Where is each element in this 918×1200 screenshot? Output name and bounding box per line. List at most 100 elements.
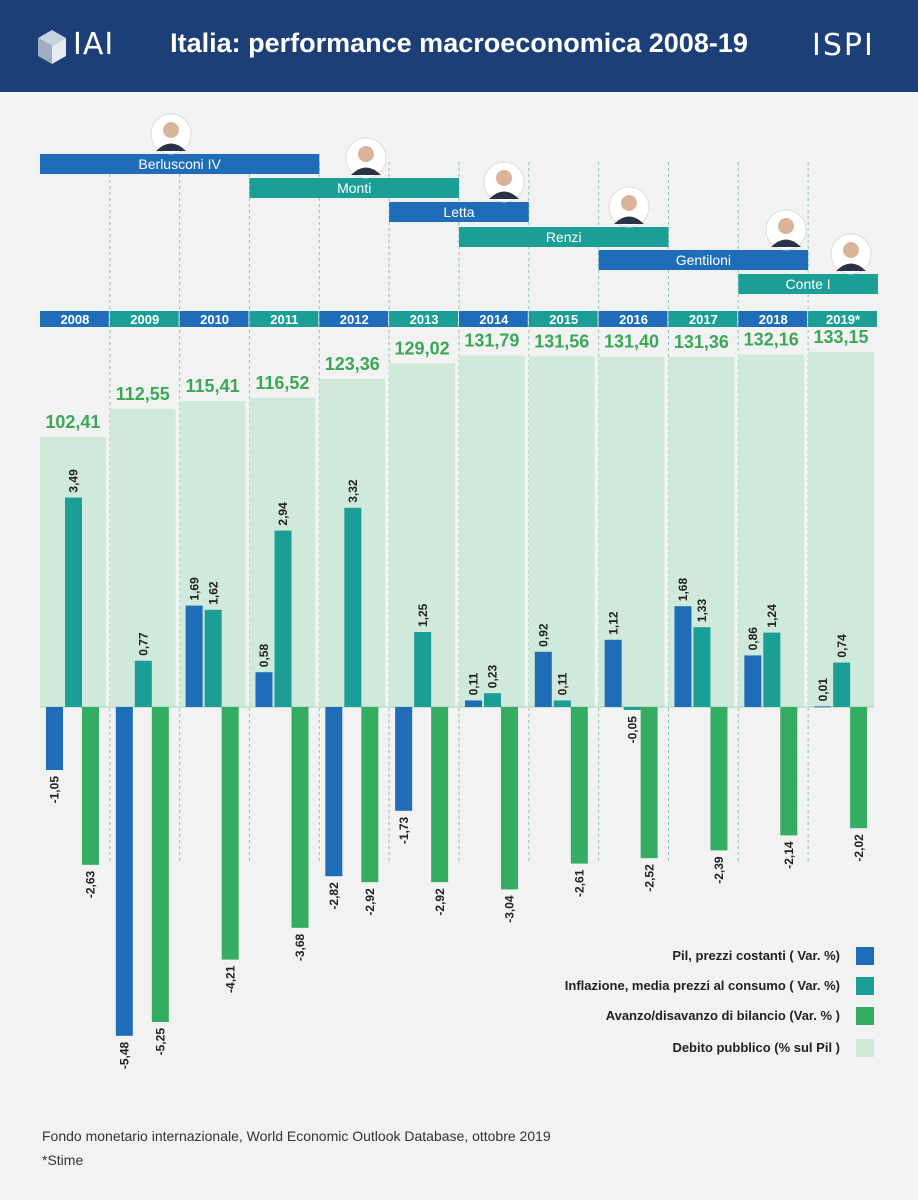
pil-value-label: -1,73	[397, 816, 411, 844]
portrait-suit	[614, 216, 644, 224]
avanzo-bar	[431, 707, 449, 883]
year-cell	[40, 311, 109, 327]
debt-value-label: 131,36	[674, 332, 729, 352]
year-cell	[109, 311, 179, 327]
year-label: 2013	[410, 312, 439, 327]
avanzo-legend-swatch	[856, 1007, 874, 1025]
year-label: 2016	[619, 312, 648, 327]
inflazione-legend-label: Inflazione, media prezzi al consumo ( Va…	[565, 978, 840, 993]
estimate-note: *Stime	[42, 1152, 84, 1168]
inflazione-bar	[553, 700, 571, 707]
debt-value-label: 132,16	[744, 330, 799, 350]
government-bar	[598, 250, 809, 270]
debt-bar	[808, 351, 874, 707]
avanzo-bar	[710, 707, 728, 851]
government-bar	[458, 227, 669, 247]
pil-value-label: -2,82	[327, 882, 341, 910]
avanzo-bar	[82, 707, 99, 865]
debt-value-label: 115,41	[186, 376, 240, 396]
pil-value-label: -1,05	[48, 776, 62, 804]
portrait-face	[621, 195, 637, 211]
avanzo-value-label: -2,02	[852, 834, 866, 862]
portrait-suit	[836, 263, 866, 271]
page-title: Italia: performance macroeconomica 2008-…	[170, 28, 748, 58]
year-label: 2010	[200, 312, 229, 327]
inflazione-value-label: 3,32	[346, 479, 360, 503]
avanzo-bar	[640, 707, 658, 859]
inflazione-value-label: 0,77	[137, 632, 151, 656]
inflazione-value-label: 1,25	[416, 603, 430, 627]
inflazione-bar	[274, 530, 292, 707]
pil-value-label: 0,01	[816, 678, 830, 702]
year-label: 2009	[130, 312, 159, 327]
avanzo-bar	[291, 707, 309, 928]
avanzo-value-label: -2,14	[782, 841, 796, 869]
portrait-suit	[156, 143, 186, 151]
inflazione-value-label: 1,62	[206, 581, 220, 605]
year-cell	[808, 311, 877, 327]
iai-logo-text: IAI	[73, 27, 115, 62]
government-label: Monti	[337, 180, 371, 196]
letta-portrait-icon	[483, 161, 525, 203]
inflazione-bar	[65, 497, 82, 707]
debt-value-label: 133,15	[814, 327, 869, 347]
year-cell	[389, 311, 458, 327]
year-label: 2008	[60, 312, 89, 327]
pil-value-label: 0,58	[257, 644, 271, 668]
inflazione-value-label: 2,94	[276, 502, 290, 526]
portrait-suit	[771, 239, 801, 247]
government-label: Gentiloni	[676, 252, 731, 268]
pil-legend-label: Pil, prezzi costanti ( Var. %)	[672, 948, 840, 963]
monti-portrait-icon	[345, 137, 387, 179]
debt-value-label: 112,55	[116, 384, 170, 404]
avanzo-value-label: -4,21	[223, 965, 237, 993]
pil-value-label: -5,48	[118, 1041, 132, 1069]
conte-portrait-icon	[830, 233, 872, 275]
avanzo-bar	[850, 707, 868, 829]
avanzo-value-label: -3,04	[503, 895, 517, 923]
pil-bar	[814, 706, 832, 708]
iai-logo-icon	[38, 30, 66, 64]
year-cell	[249, 311, 319, 327]
pil-value-label: 1,12	[606, 611, 620, 635]
portrait-face	[163, 122, 179, 138]
pil-bar	[674, 606, 692, 707]
debt-bar	[528, 356, 595, 707]
debt-value-label: 102,41	[45, 412, 100, 432]
avanzo-bar	[361, 707, 379, 883]
pil-bar	[534, 651, 552, 707]
pil-value-label: 1,68	[676, 578, 690, 602]
year-label: 2012	[340, 312, 369, 327]
debito-legend-swatch	[856, 1039, 874, 1057]
year-label: 2019*	[826, 312, 861, 327]
year-label: 2014	[479, 312, 509, 327]
inflazione-bar	[204, 609, 222, 707]
government-label: Conte I	[786, 276, 831, 292]
ispi-logo-text: ISPI	[812, 28, 875, 63]
government-label: Renzi	[546, 229, 582, 245]
year-label: 2017	[689, 312, 718, 327]
inflazione-value-label: 3,49	[67, 469, 81, 493]
debt-value-label: 129,02	[395, 338, 450, 358]
avanzo-value-label: -2,52	[642, 864, 656, 892]
avanzo-bar	[221, 707, 239, 960]
portrait-face	[843, 242, 859, 258]
avanzo-value-label: -3,68	[293, 933, 307, 961]
inflazione-legend-swatch	[856, 977, 874, 995]
year-cell	[319, 311, 389, 327]
pil-legend-swatch	[856, 947, 874, 965]
debt-bar	[109, 408, 176, 707]
debito-legend-label: Debito pubblico (% sul Pil )	[672, 1040, 840, 1055]
pil-value-label: 0,92	[537, 623, 551, 647]
avanzo-value-label: -2,39	[712, 856, 726, 884]
debt-value-label: 116,52	[255, 373, 309, 393]
portrait-face	[496, 170, 512, 186]
debt-value-label: 123,36	[325, 354, 380, 374]
inflazione-value-label: 0,23	[486, 665, 500, 689]
pil-bar	[46, 707, 63, 770]
pil-bar	[325, 707, 343, 877]
government-bar	[389, 202, 529, 222]
inflazione-bar	[623, 707, 641, 710]
berlusconi-portrait-icon	[150, 113, 192, 155]
inflazione-bar	[134, 660, 152, 707]
